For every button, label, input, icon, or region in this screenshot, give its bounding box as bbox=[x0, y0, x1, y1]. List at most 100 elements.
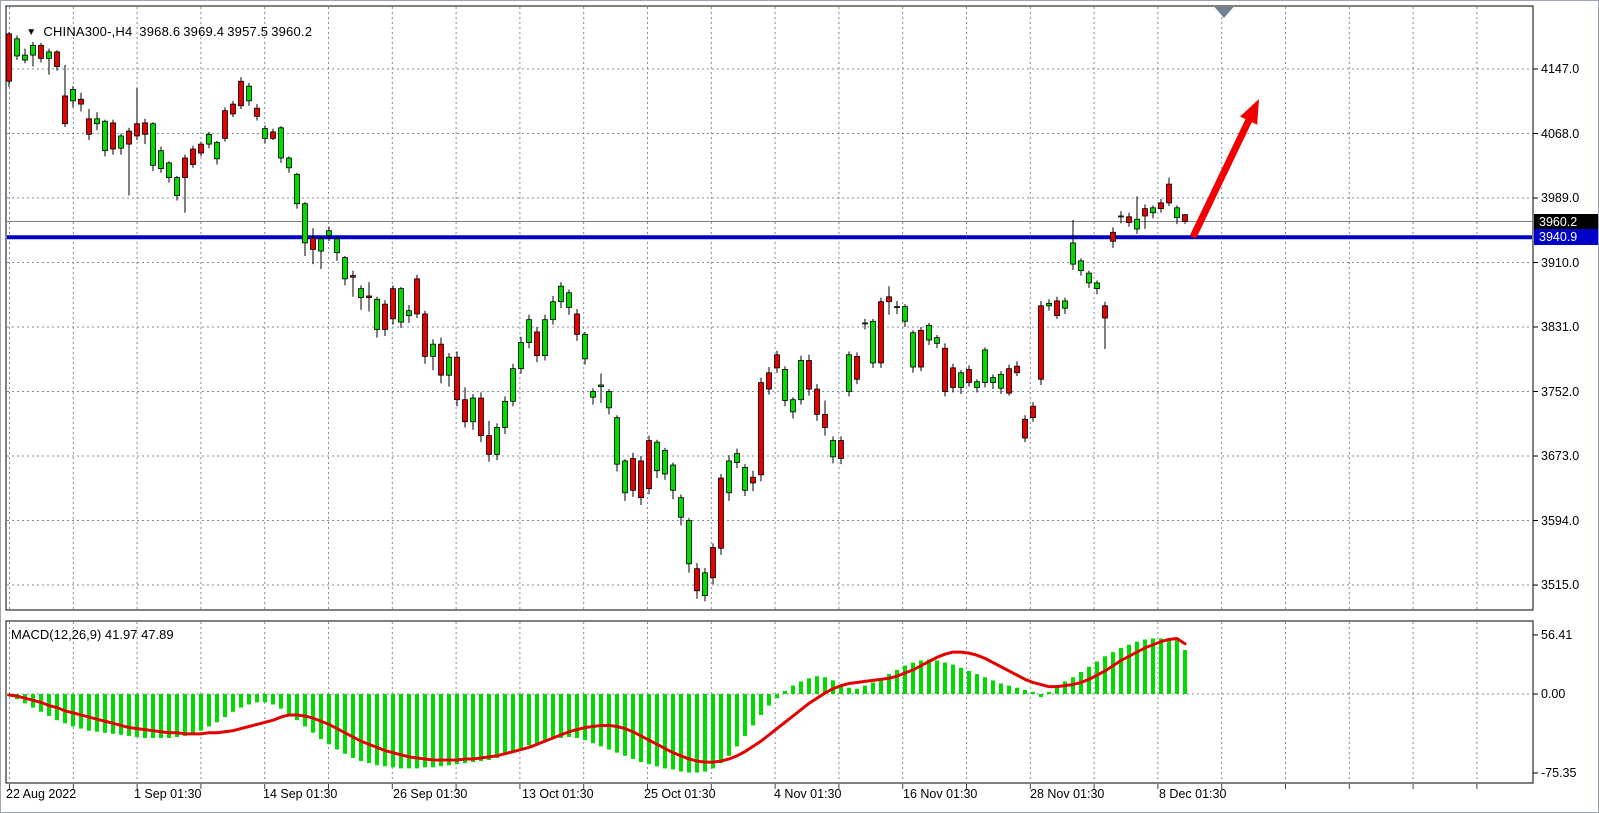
macd-histogram-bar bbox=[319, 694, 323, 740]
candle-body bbox=[566, 292, 572, 308]
macd-histogram-bar bbox=[687, 694, 691, 773]
price-axis-label: 3831.0 bbox=[1541, 320, 1580, 334]
candle-body bbox=[310, 237, 316, 250]
candle-body bbox=[374, 298, 380, 330]
macd-histogram-bar bbox=[1039, 694, 1043, 698]
macd-histogram-bar bbox=[159, 694, 163, 739]
macd-histogram-bar bbox=[775, 694, 779, 699]
candle-body bbox=[94, 118, 100, 125]
candle-body bbox=[1070, 242, 1076, 265]
candle-body bbox=[382, 303, 388, 330]
candle-body bbox=[886, 296, 892, 303]
macd-histogram-bar bbox=[511, 694, 515, 752]
macd-histogram-bar bbox=[1127, 644, 1131, 694]
candle-body bbox=[1046, 302, 1052, 307]
macd-histogram-bar bbox=[215, 694, 219, 723]
macd-histogram-bar bbox=[743, 694, 747, 736]
macd-histogram-bar bbox=[863, 685, 867, 694]
macd-histogram-bar bbox=[991, 680, 995, 694]
candle-body bbox=[30, 44, 36, 56]
candle-body bbox=[870, 320, 876, 364]
macd-histogram-bar bbox=[927, 659, 931, 694]
macd-histogram-bar bbox=[1103, 656, 1107, 694]
current-price-badge: 3960.2 bbox=[1534, 213, 1598, 230]
trend-arrow-head[interactable] bbox=[1240, 99, 1259, 125]
candle-body bbox=[350, 275, 356, 278]
macd-histogram-bar bbox=[655, 694, 659, 767]
macd-histogram-bar bbox=[183, 694, 187, 736]
candle-body bbox=[446, 356, 452, 376]
macd-histogram-bar bbox=[583, 694, 587, 741]
candle-body bbox=[958, 372, 964, 388]
candle-body bbox=[326, 230, 332, 236]
candle-body bbox=[550, 301, 556, 321]
candle-body bbox=[558, 285, 564, 303]
macd-histogram-bar bbox=[1031, 691, 1035, 694]
candle-body bbox=[574, 313, 580, 335]
candle-body bbox=[774, 354, 780, 369]
macd-histogram-bar bbox=[455, 694, 459, 765]
price-axis-label: 3752.0 bbox=[1541, 384, 1580, 399]
candle-body bbox=[822, 413, 828, 428]
macd-histogram-bar bbox=[1119, 647, 1123, 694]
candle-body bbox=[430, 343, 436, 357]
candle-body bbox=[750, 476, 756, 484]
macd-histogram-bar bbox=[135, 694, 139, 737]
macd-histogram-bar bbox=[679, 694, 683, 772]
ohlc-open: 3968.6 bbox=[139, 24, 181, 39]
macd-histogram-bar bbox=[175, 694, 179, 737]
price-axis-label: 3910.0 bbox=[1541, 255, 1580, 270]
time-axis-label: 4 Nov 01:30 bbox=[774, 787, 842, 801]
candle-body bbox=[214, 142, 220, 160]
macd-histogram-bar bbox=[911, 662, 915, 694]
candle-body bbox=[278, 127, 284, 159]
macd-histogram-bar bbox=[639, 694, 643, 763]
macd-histogram-bar bbox=[951, 664, 955, 694]
macd-histogram-bar bbox=[1159, 638, 1163, 694]
macd-histogram-bar bbox=[719, 694, 723, 764]
macd-histogram-bar bbox=[711, 694, 715, 769]
candle-body bbox=[470, 397, 476, 423]
candle-body bbox=[46, 51, 52, 59]
macd-histogram-bar bbox=[543, 694, 547, 742]
ohlc-close: 3960.2 bbox=[271, 24, 313, 39]
macd-histogram-bar bbox=[439, 694, 443, 767]
time-axis-label: 26 Sep 01:30 bbox=[393, 787, 468, 801]
time-axis-label: 1 Sep 01:30 bbox=[134, 787, 202, 801]
macd-histogram-bar bbox=[1023, 689, 1027, 694]
macd-histogram-bar bbox=[839, 684, 843, 694]
trend-arrow-line[interactable] bbox=[1189, 113, 1255, 239]
macd-histogram-bar bbox=[303, 694, 307, 727]
candle-body bbox=[518, 342, 524, 370]
candle-body bbox=[950, 367, 956, 388]
candle-body bbox=[590, 391, 596, 398]
chart-shift-marker-icon[interactable] bbox=[1214, 7, 1234, 18]
macd-histogram-bar bbox=[607, 694, 611, 750]
macd-histogram-bar bbox=[527, 694, 531, 746]
candle-body bbox=[70, 89, 76, 102]
macd-histogram-bar bbox=[903, 665, 907, 694]
macd-panel[interactable] bbox=[5, 620, 1534, 784]
macd-histogram-bar bbox=[399, 694, 403, 769]
macd-histogram-bar bbox=[103, 694, 107, 733]
candle-body bbox=[966, 369, 972, 383]
macd-signal-line bbox=[7, 636, 1187, 764]
main-panel[interactable] bbox=[5, 5, 1534, 611]
symbol-dropdown-icon[interactable]: ▼ bbox=[26, 27, 37, 38]
candle-body bbox=[814, 388, 820, 415]
candle-body bbox=[1086, 272, 1092, 284]
candle-body bbox=[510, 368, 516, 402]
candle-body bbox=[494, 427, 500, 455]
candle-body bbox=[990, 377, 996, 383]
price-axis-label: 3989.0 bbox=[1541, 191, 1580, 205]
macd-histogram-bar bbox=[823, 677, 827, 694]
candle-body bbox=[702, 572, 708, 597]
macd-histogram-bar bbox=[351, 694, 355, 758]
candle-body bbox=[662, 449, 668, 475]
macd-histogram-bar bbox=[375, 694, 379, 766]
macd-histogram-bar bbox=[1183, 650, 1187, 694]
macd-histogram-bar bbox=[895, 669, 899, 694]
macd-histogram-bar bbox=[247, 694, 251, 705]
candle-body bbox=[438, 343, 444, 376]
